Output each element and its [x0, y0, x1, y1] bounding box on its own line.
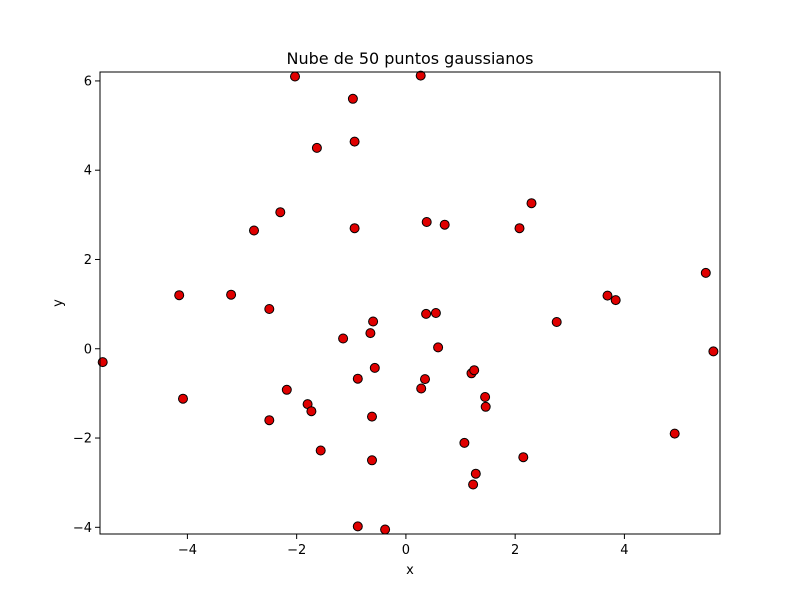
data-point	[518, 452, 529, 463]
y-tick-label: 4	[84, 164, 92, 179]
y-tick-label: 2	[84, 253, 92, 268]
plot-area	[97, 70, 719, 535]
data-point	[349, 136, 360, 147]
data-point	[469, 365, 480, 376]
data-point	[352, 373, 363, 384]
data-point	[420, 374, 430, 385]
data-point	[178, 393, 188, 404]
chart-title: Nube de 50 puntos gaussianos	[287, 49, 534, 68]
data-point	[669, 428, 680, 439]
data-point	[470, 468, 481, 479]
data-point	[226, 289, 237, 300]
y-tick-label: 6	[84, 74, 92, 89]
data-point	[352, 521, 363, 532]
data-point	[433, 342, 444, 353]
data-point	[480, 392, 491, 402]
data-point	[421, 308, 432, 319]
data-point	[708, 346, 719, 357]
data-point	[368, 316, 379, 327]
data-point	[290, 71, 300, 82]
data-point	[367, 455, 377, 466]
x-tick-label: 0	[402, 543, 410, 558]
data-point	[551, 317, 562, 327]
data-point	[380, 524, 391, 535]
x-axis-ticks: −4 −2 0 2 4	[178, 534, 629, 558]
data-point	[459, 437, 470, 448]
data-point	[365, 328, 376, 339]
data-point	[249, 225, 259, 236]
data-point	[526, 198, 537, 209]
y-tick-label: −4	[73, 521, 92, 536]
data-point	[415, 70, 426, 81]
y-axis-ticks: −4 −2 0 2 4 6	[73, 74, 100, 536]
data-point	[315, 445, 326, 456]
data-point	[514, 223, 525, 234]
x-tick-label: −2	[287, 543, 306, 558]
data-point	[480, 401, 491, 412]
data-point	[700, 267, 711, 278]
data-point	[264, 304, 275, 314]
data-point	[421, 217, 432, 227]
data-point	[306, 406, 317, 417]
x-tick-label: −4	[178, 543, 197, 558]
y-axis-label: y	[51, 299, 66, 307]
y-tick-label: −2	[73, 432, 92, 447]
data-point	[367, 411, 377, 422]
data-point	[610, 295, 621, 306]
x-tick-label: 2	[511, 543, 519, 558]
data-point	[347, 93, 358, 104]
data-point	[174, 290, 185, 301]
data-point	[275, 207, 286, 218]
y-tick-label: 0	[84, 342, 92, 357]
data-point	[311, 142, 322, 153]
axes-frame	[99, 71, 721, 535]
x-axis-label: x	[406, 563, 414, 578]
data-point	[349, 223, 360, 234]
data-point	[281, 384, 292, 395]
data-point	[338, 333, 349, 344]
data-point	[264, 415, 275, 426]
x-tick-label: 4	[620, 543, 628, 558]
data-point	[416, 383, 427, 394]
data-point	[439, 219, 450, 230]
data-point	[468, 479, 479, 490]
data-point	[430, 308, 441, 318]
data-point	[602, 290, 613, 301]
data-point	[369, 362, 380, 373]
